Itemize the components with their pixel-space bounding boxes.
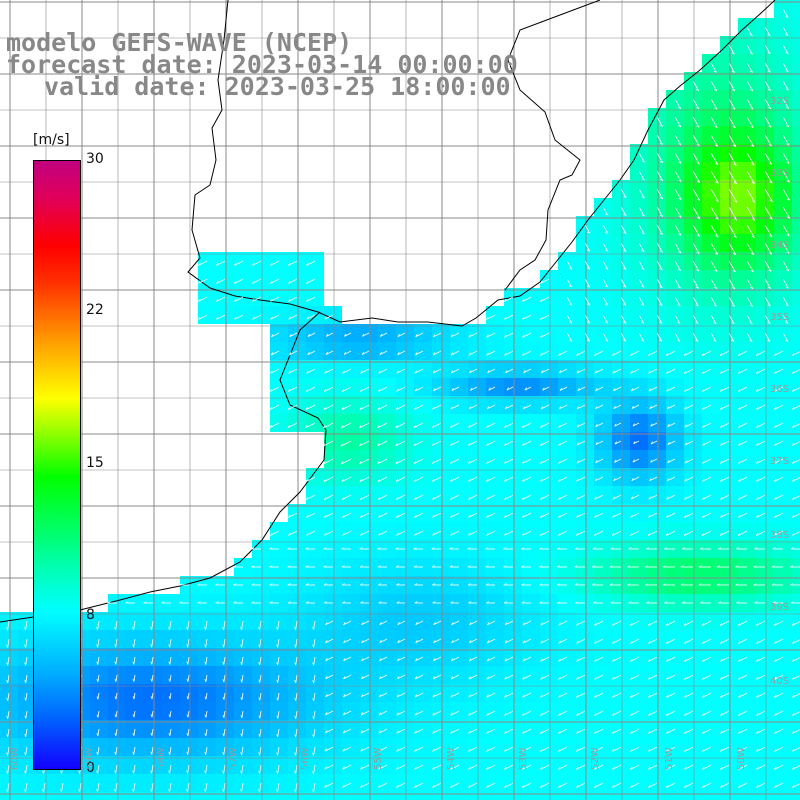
valid-date: valid date: 2023-03-25 18:00:00 bbox=[44, 72, 511, 101]
lat-label: 40S bbox=[770, 676, 790, 687]
colorbar bbox=[33, 160, 81, 770]
colorbar-tick-30: 30 bbox=[86, 151, 104, 167]
lat-label: 35S bbox=[770, 312, 790, 323]
lon-label: 56W bbox=[300, 747, 311, 770]
lat-label: 32S bbox=[770, 96, 790, 107]
model-title: modelo GEFS-WAVE (NCEP) bbox=[6, 28, 353, 57]
lat-label: 39S bbox=[770, 602, 790, 613]
lon-label: 54W bbox=[446, 747, 457, 770]
colorbar-tick-22: 22 bbox=[86, 302, 104, 318]
lon-label: 55W bbox=[373, 747, 384, 770]
colorbar-tick-15: 15 bbox=[86, 455, 104, 471]
lon-label: 53W bbox=[518, 747, 529, 770]
coastline bbox=[0, 0, 776, 623]
lat-label: 33S bbox=[770, 168, 790, 179]
wind-vectors bbox=[6, 8, 800, 793]
lat-label: 34S bbox=[770, 240, 790, 251]
lon-label: 59W bbox=[84, 747, 95, 770]
lon-label: 60W bbox=[10, 747, 21, 770]
colorbar-unit: [m/s] bbox=[33, 132, 70, 148]
lon-label: 50W bbox=[736, 747, 747, 770]
lon-label: 58W bbox=[156, 747, 167, 770]
lat-label: 36S bbox=[770, 384, 790, 395]
lat-label: 37S bbox=[770, 456, 790, 467]
colorbar-tick-8: 8 bbox=[86, 607, 95, 623]
forecast-date: forecast date: 2023-03-14 00:00:00 bbox=[6, 50, 518, 79]
colorbar-tick-0: 0 bbox=[86, 760, 95, 776]
lon-label: 57W bbox=[228, 747, 239, 770]
lat-label: 38S bbox=[770, 530, 790, 541]
lon-label: 52W bbox=[590, 747, 601, 770]
lon-label: 51W bbox=[664, 747, 675, 770]
